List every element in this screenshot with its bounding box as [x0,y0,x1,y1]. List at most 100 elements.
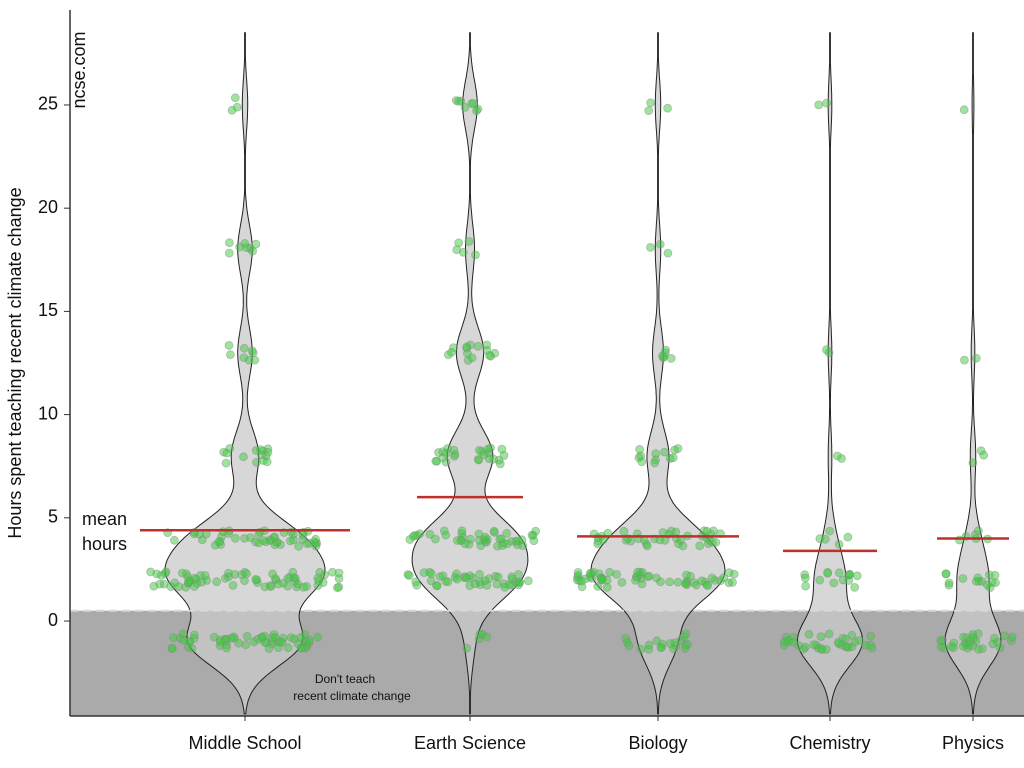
response-point [430,534,440,544]
x-tick-label: Physics [942,733,1004,753]
response-point [482,632,492,642]
response-point [250,355,260,365]
plot-layer [70,32,1024,716]
response-point [412,580,422,590]
response-point [655,239,665,249]
response-point [593,582,603,591]
response-point [311,534,321,544]
response-point [482,340,492,350]
response-point [825,526,835,536]
y-tick-label: 10 [38,403,58,423]
response-point [843,532,853,542]
response-point [320,570,330,580]
response-point [800,573,810,583]
response-point [841,634,851,644]
response-point [262,457,272,467]
response-point [239,343,249,353]
response-point [285,536,295,546]
response-point [267,633,277,642]
response-point [224,238,234,248]
response-point [681,629,691,639]
response-point [189,582,199,591]
x-tick-label: Middle School [188,733,301,753]
response-point [829,578,839,588]
x-tick-label: Chemistry [789,733,870,753]
response-point [844,643,853,652]
response-point [979,450,989,460]
response-point [493,572,503,582]
response-point [296,633,306,642]
points-layer [140,93,1017,654]
x-tick-label: Biology [628,733,687,753]
response-point [443,577,453,587]
response-point [515,577,525,587]
response-point [707,573,717,583]
response-point [815,575,825,585]
response-point [631,575,640,585]
response-point [866,631,876,641]
response-point [146,567,156,577]
response-point [293,579,303,589]
response-point [467,353,477,363]
response-point [936,636,946,645]
response-point [650,458,660,468]
response-point [660,447,669,457]
response-point [968,632,978,642]
response-point [462,573,472,583]
response-point [168,633,178,643]
response-point [624,641,634,651]
response-point [719,573,729,583]
response-point [480,532,490,542]
response-point [670,638,680,648]
response-point [665,577,674,587]
response-point [426,569,436,578]
response-point [431,456,441,466]
response-point [485,350,494,360]
response-point [230,93,240,103]
response-point [823,569,833,578]
response-point [987,578,997,587]
response-point [462,643,472,653]
response-point [822,98,831,108]
response-point [852,571,862,581]
response-point [334,568,344,578]
response-point [441,457,451,467]
response-point [866,640,875,650]
response-point [227,105,237,115]
violin [164,32,326,715]
response-point [646,242,655,252]
response-point [673,577,683,587]
response-point [959,641,968,651]
response-point [668,453,678,463]
response-point [273,579,283,589]
response-point [452,245,462,255]
response-point [475,569,484,579]
y-tick-label: 25 [38,94,58,114]
response-point [246,533,256,542]
response-point [464,237,474,246]
response-point [479,450,489,460]
shaded-label: recent climate change [293,689,411,703]
y-tick-label: 5 [48,507,58,527]
x-tick-label: Earth Science [414,733,526,753]
response-point [960,355,969,365]
response-point [502,529,512,538]
response-point [820,534,830,544]
response-point [432,581,442,591]
response-point [197,577,207,587]
response-point [235,242,245,252]
response-point [523,576,533,586]
response-point [663,103,672,113]
response-point [492,579,502,589]
response-point [178,629,188,639]
response-point [419,568,429,577]
response-point [257,633,267,642]
response-point [707,537,717,547]
response-point [968,458,978,468]
response-point [673,444,683,453]
response-point [283,581,293,591]
response-point [270,532,280,542]
response-point [471,250,480,260]
response-point [801,581,810,591]
response-point [441,530,451,540]
